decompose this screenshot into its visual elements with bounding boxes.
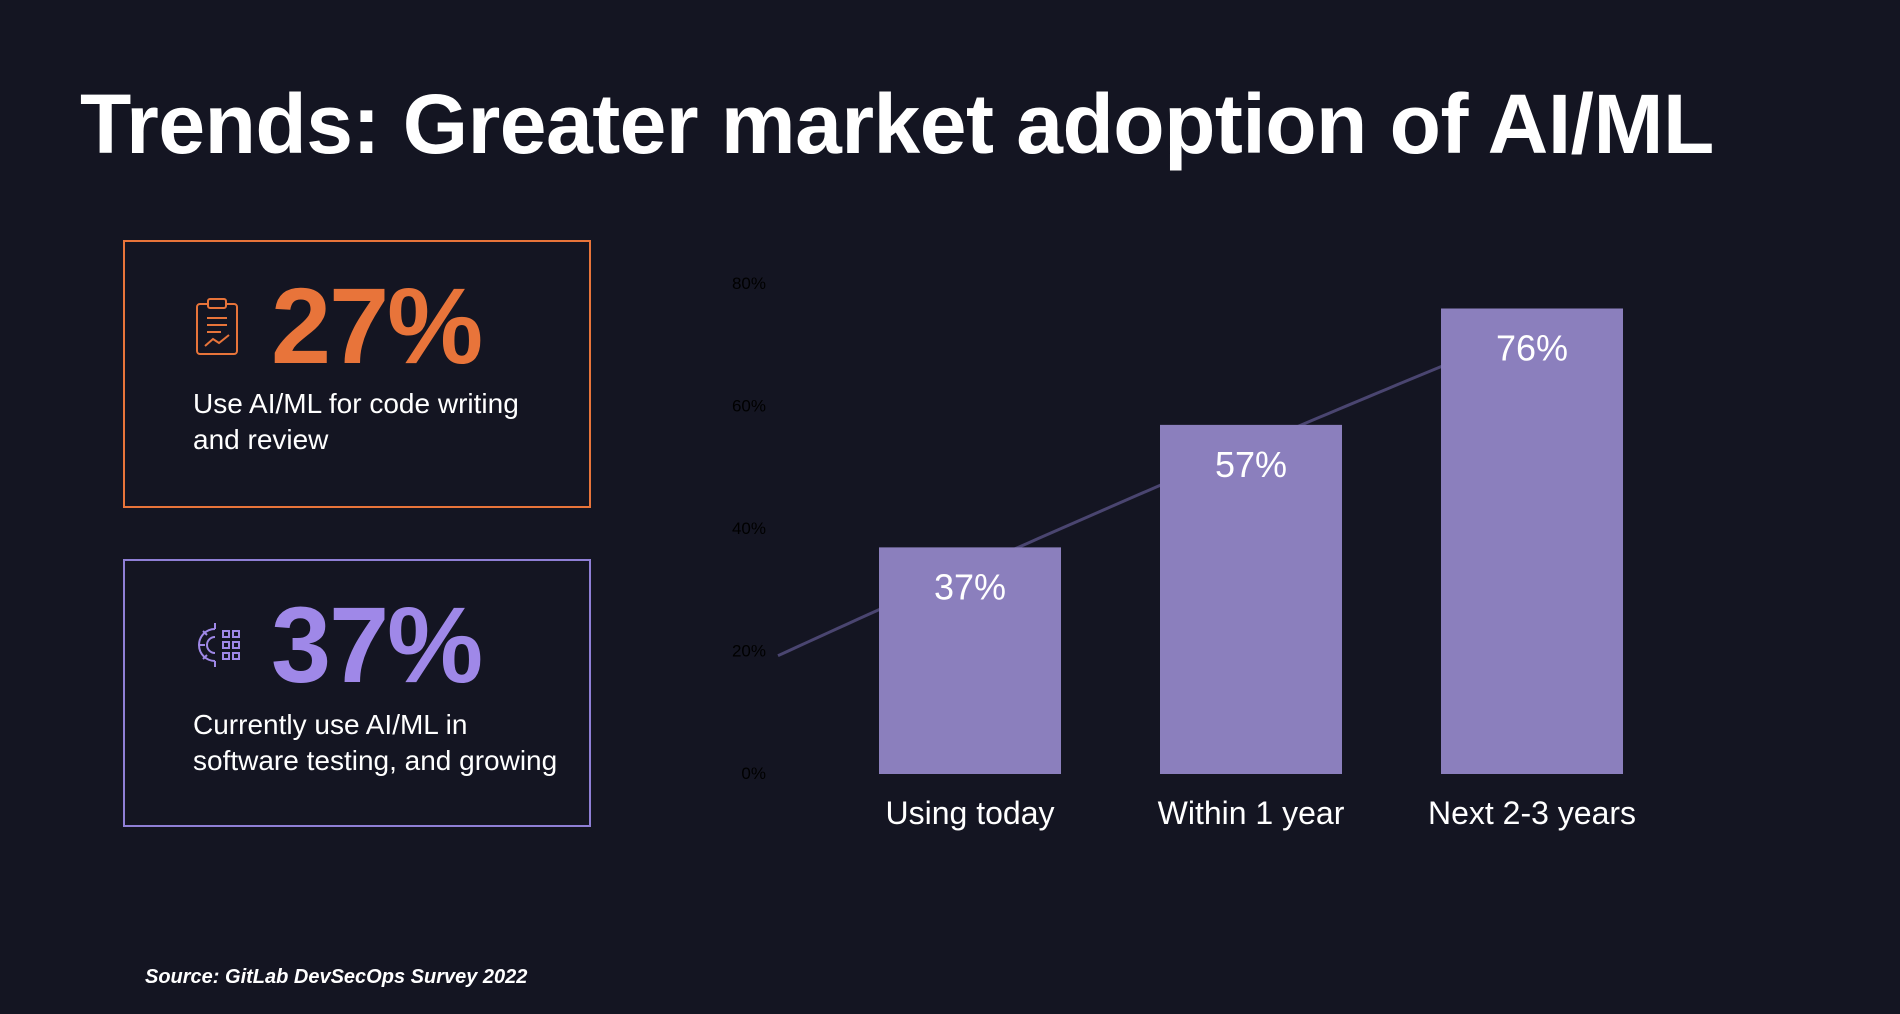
y-tick-label: 0%: [741, 764, 766, 783]
y-tick-label: 60%: [732, 397, 766, 416]
source-note: Source: GitLab DevSecOps Survey 2022: [145, 966, 528, 988]
x-tick-label: Next 2-3 years: [1428, 795, 1636, 831]
clipboard-chart-icon: [196, 298, 238, 355]
x-tick-label: Within 1 year: [1158, 795, 1345, 831]
gear-circuit-icon: [198, 623, 240, 667]
stat-row: 37%: [193, 591, 483, 699]
bar: [1160, 424, 1342, 774]
y-tick-label: 40%: [732, 519, 766, 538]
data-label: 37%: [934, 566, 1006, 607]
bar-chart: 0% 20% 40% 60% 80% 37% Using today 57% Within 1 …: [732, 274, 1636, 831]
stat-description: Use AI/ML for code writing and review: [193, 388, 519, 455]
bar: [879, 547, 1061, 774]
page-title: Trends: Greater market adoption of AI/ML: [80, 77, 1714, 171]
stat-card-software-testing: 37% Currently use AI/ML in software test…: [123, 559, 591, 827]
stat-description: Currently use AI/ML in software testing,…: [193, 709, 558, 776]
x-tick-label: Using today: [886, 795, 1055, 831]
data-label: 76%: [1496, 328, 1568, 369]
y-tick-label: 20%: [732, 642, 766, 661]
stat-value: 27%: [271, 265, 483, 386]
stat-row: 27%: [193, 272, 483, 380]
y-tick-label: 80%: [732, 274, 766, 293]
bar: [1441, 308, 1623, 774]
data-label: 57%: [1215, 444, 1287, 485]
stat-value: 37%: [271, 584, 483, 705]
stat-card-code-review: 27% Use AI/ML for code writing and revie…: [123, 240, 591, 508]
